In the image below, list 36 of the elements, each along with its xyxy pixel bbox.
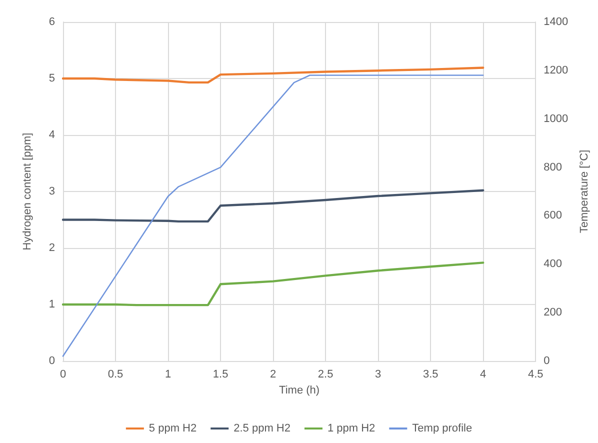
- y-tick-label: 6: [48, 16, 55, 28]
- y-tick-label: 2: [48, 242, 55, 254]
- x-tick-label: 0.5: [108, 368, 124, 380]
- y-tick-label: 4: [48, 129, 55, 141]
- legend-label: 1 ppm H2: [327, 422, 376, 434]
- y2-tick-label: 800: [544, 161, 562, 174]
- y2-tick-label: 600: [544, 210, 562, 222]
- y2-axis-title: Temperature [°C]: [578, 150, 590, 234]
- line-series: [62, 262, 484, 306]
- line-series: [62, 189, 484, 223]
- y2-tick-label: 0: [544, 355, 550, 367]
- line-series: [62, 74, 484, 357]
- y2-tick-label: 1400: [544, 16, 568, 28]
- x-axis-title: Time (h): [279, 384, 320, 396]
- x-tick-label: 0: [60, 368, 66, 380]
- y2-tick-label: 200: [544, 306, 562, 319]
- legend-label: Temp profile: [412, 422, 472, 434]
- x-tick-label: 4.5: [528, 368, 544, 380]
- y-tick-label: 3: [48, 186, 55, 198]
- y-tick-label: 1: [48, 298, 55, 310]
- x-tick-label: 2: [270, 368, 276, 380]
- y-tick-label: 0: [48, 355, 55, 367]
- y2-tick-label: 1000: [544, 112, 568, 125]
- y2-tick-label: 400: [544, 258, 562, 270]
- y-tick-label: 5: [48, 72, 55, 84]
- x-tick-label: 3: [375, 368, 382, 380]
- x-tick-label: 2.5: [318, 368, 334, 380]
- x-tick-label: 3.5: [422, 368, 438, 380]
- line-series: [62, 66, 484, 84]
- x-tick-label: 1: [164, 368, 172, 380]
- y2-tick-label: 1200: [544, 64, 568, 76]
- legend-label: 2.5 ppm H2: [234, 422, 290, 434]
- legend-label: 5 ppm H2: [148, 422, 197, 434]
- x-tick-label: 4: [480, 368, 486, 380]
- y-axis-title: Hydrogen content [ppm]: [22, 132, 34, 250]
- x-tick-label: 1.5: [212, 368, 228, 380]
